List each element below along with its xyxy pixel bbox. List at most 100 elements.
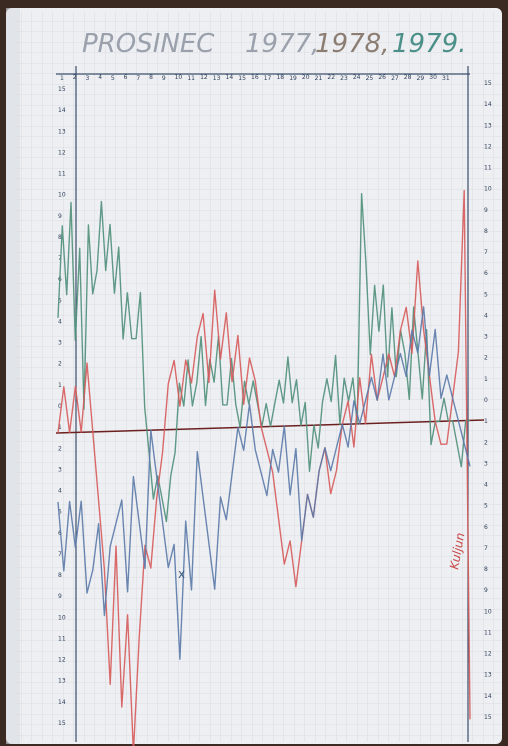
y-tick-label-left: 9 (58, 593, 62, 600)
x-tick-label: 5 (111, 75, 115, 82)
y-tick-label-right: 10 (484, 186, 492, 193)
paper-shadow-left (6, 8, 20, 744)
y-tick-label-right: 10 (484, 608, 492, 615)
y-tick-label-left: 10 (58, 192, 66, 199)
y-tick-label-left: 14 (58, 107, 66, 114)
y-tick-label-left: 13 (58, 678, 66, 685)
x-tick-label: 10 (175, 74, 183, 81)
y-tick-label-right: 9 (484, 587, 488, 594)
x-tick-label: 6 (124, 74, 128, 81)
x-tick-label: 15 (238, 75, 246, 82)
y-tick-label-right: 3 (484, 334, 488, 341)
y-tick-label-left: 1 (58, 424, 62, 431)
y-tick-label-left: 12 (58, 149, 66, 156)
x-tick-label: 17 (264, 75, 272, 82)
x-tick-label: 16 (251, 74, 259, 81)
y-tick-label-right: 14 (484, 101, 492, 108)
y-tick-label-right: 13 (484, 122, 492, 129)
y-tick-label-right: 1 (484, 376, 488, 383)
y-tick-label-right: 13 (484, 672, 492, 679)
y-tick-label-right: 8 (484, 228, 488, 235)
x-tick-label: 1 (60, 75, 64, 82)
chart-title-year-1979: 1979. (392, 29, 466, 59)
x-tick-label: 29 (417, 75, 425, 82)
x-tick-label: 18 (276, 74, 284, 81)
y-tick-label-left: 15 (58, 720, 66, 727)
series-lines (57, 189, 471, 746)
x-tick-label: 21 (315, 75, 323, 82)
y-tick-label-right: 4 (484, 482, 488, 489)
x-tick-label: 8 (149, 74, 153, 81)
x-tick-label: 4 (98, 74, 102, 81)
y-tick-label-left: 9 (58, 213, 62, 220)
y-tick-label-right: 15 (484, 714, 492, 721)
x-tick-label: 11 (187, 75, 195, 82)
annotation-x: x (178, 567, 185, 581)
y-tick-label-right: 12 (484, 143, 492, 150)
x-tick-label: 27 (391, 75, 399, 82)
x-tick-labels: 1 2 3 4 5 6 7 8 9 10 11 12 13 14 15 16 17 18 19 20 21 22 23 24 2… (60, 74, 450, 82)
x-tick-label: 30 (429, 74, 437, 81)
y-tick-label-left: 3 (58, 466, 62, 473)
x-tick-label: 12 (200, 74, 208, 81)
y-tick-label-right: 5 (484, 503, 488, 510)
series-line-2 (57, 189, 471, 746)
y-tick-label-right: 11 (484, 629, 492, 636)
y-tick-label-right: 12 (484, 651, 492, 658)
y-tick-label-left: 4 (58, 488, 62, 495)
y-tick-label-left: 5 (58, 297, 62, 304)
y-tick-label-right: 2 (484, 355, 488, 362)
chart-title-prefix: PROSINEC (82, 29, 215, 59)
y-tick-label-right: 6 (484, 524, 488, 531)
y-tick-label-left: 14 (58, 699, 66, 706)
x-tick-label: 20 (302, 74, 310, 81)
y-tick-label-right: 7 (484, 545, 488, 552)
x-tick-label: 19 (289, 75, 297, 82)
x-tick-label: 2 (73, 74, 77, 81)
y-tick-label-left: 1 (58, 382, 62, 389)
x-tick-label: 31 (442, 75, 450, 82)
y-tick-label-left: 10 (58, 614, 66, 621)
x-tick-label: 23 (340, 75, 348, 82)
y-tick-label-left: 8 (58, 572, 62, 579)
x-tick-label: 25 (366, 75, 374, 82)
series-line-1 (57, 192, 471, 523)
chart-title-year-1978: 1978, (315, 29, 389, 59)
y-tick-label-left: 2 (58, 445, 62, 452)
y-tick-label-right: 0 (484, 397, 488, 404)
series-line-3 (57, 306, 471, 660)
y-tick-label-right: 3 (484, 460, 488, 467)
y-tick-label-left: 0 (58, 403, 62, 410)
y-tick-label-right: 4 (484, 312, 488, 319)
y-tick-label-left: 4 (58, 318, 62, 325)
x-tick-label: 24 (353, 74, 361, 81)
y-tick-label-right: 8 (484, 566, 488, 573)
x-tick-label: 28 (404, 74, 412, 81)
y-tick-label-left: 11 (58, 635, 66, 642)
y-tick-label-right: 14 (484, 693, 492, 700)
y-tick-label-left: 8 (58, 234, 62, 241)
y-tick-labels-right: 1514131211109876543210123456789101112131… (484, 80, 492, 721)
y-tick-label-right: 5 (484, 291, 488, 298)
y-tick-label-left: 11 (58, 171, 66, 178)
x-tick-label: 3 (85, 75, 89, 82)
y-tick-label-right: 11 (484, 165, 492, 172)
y-tick-label-left: 7 (58, 255, 62, 262)
x-tick-label: 9 (162, 75, 166, 82)
y-tick-label-left: 3 (58, 340, 62, 347)
x-tick-label: 13 (213, 75, 221, 82)
side-note: Kuljun (447, 532, 467, 571)
y-tick-label-right: 6 (484, 270, 488, 277)
y-tick-label-right: 7 (484, 249, 488, 256)
x-tick-label: 22 (327, 74, 335, 81)
y-tick-label-right: 15 (484, 80, 492, 87)
x-tick-label: 14 (226, 74, 234, 81)
y-tick-label-right: 2 (484, 439, 488, 446)
y-tick-label-left: 7 (58, 551, 62, 558)
y-tick-label-left: 2 (58, 361, 62, 368)
y-tick-label-left: 12 (58, 657, 66, 664)
y-tick-label-right: 1 (484, 418, 488, 425)
y-tick-label-left: 13 (58, 128, 66, 135)
y-tick-label-left: 15 (58, 86, 66, 93)
